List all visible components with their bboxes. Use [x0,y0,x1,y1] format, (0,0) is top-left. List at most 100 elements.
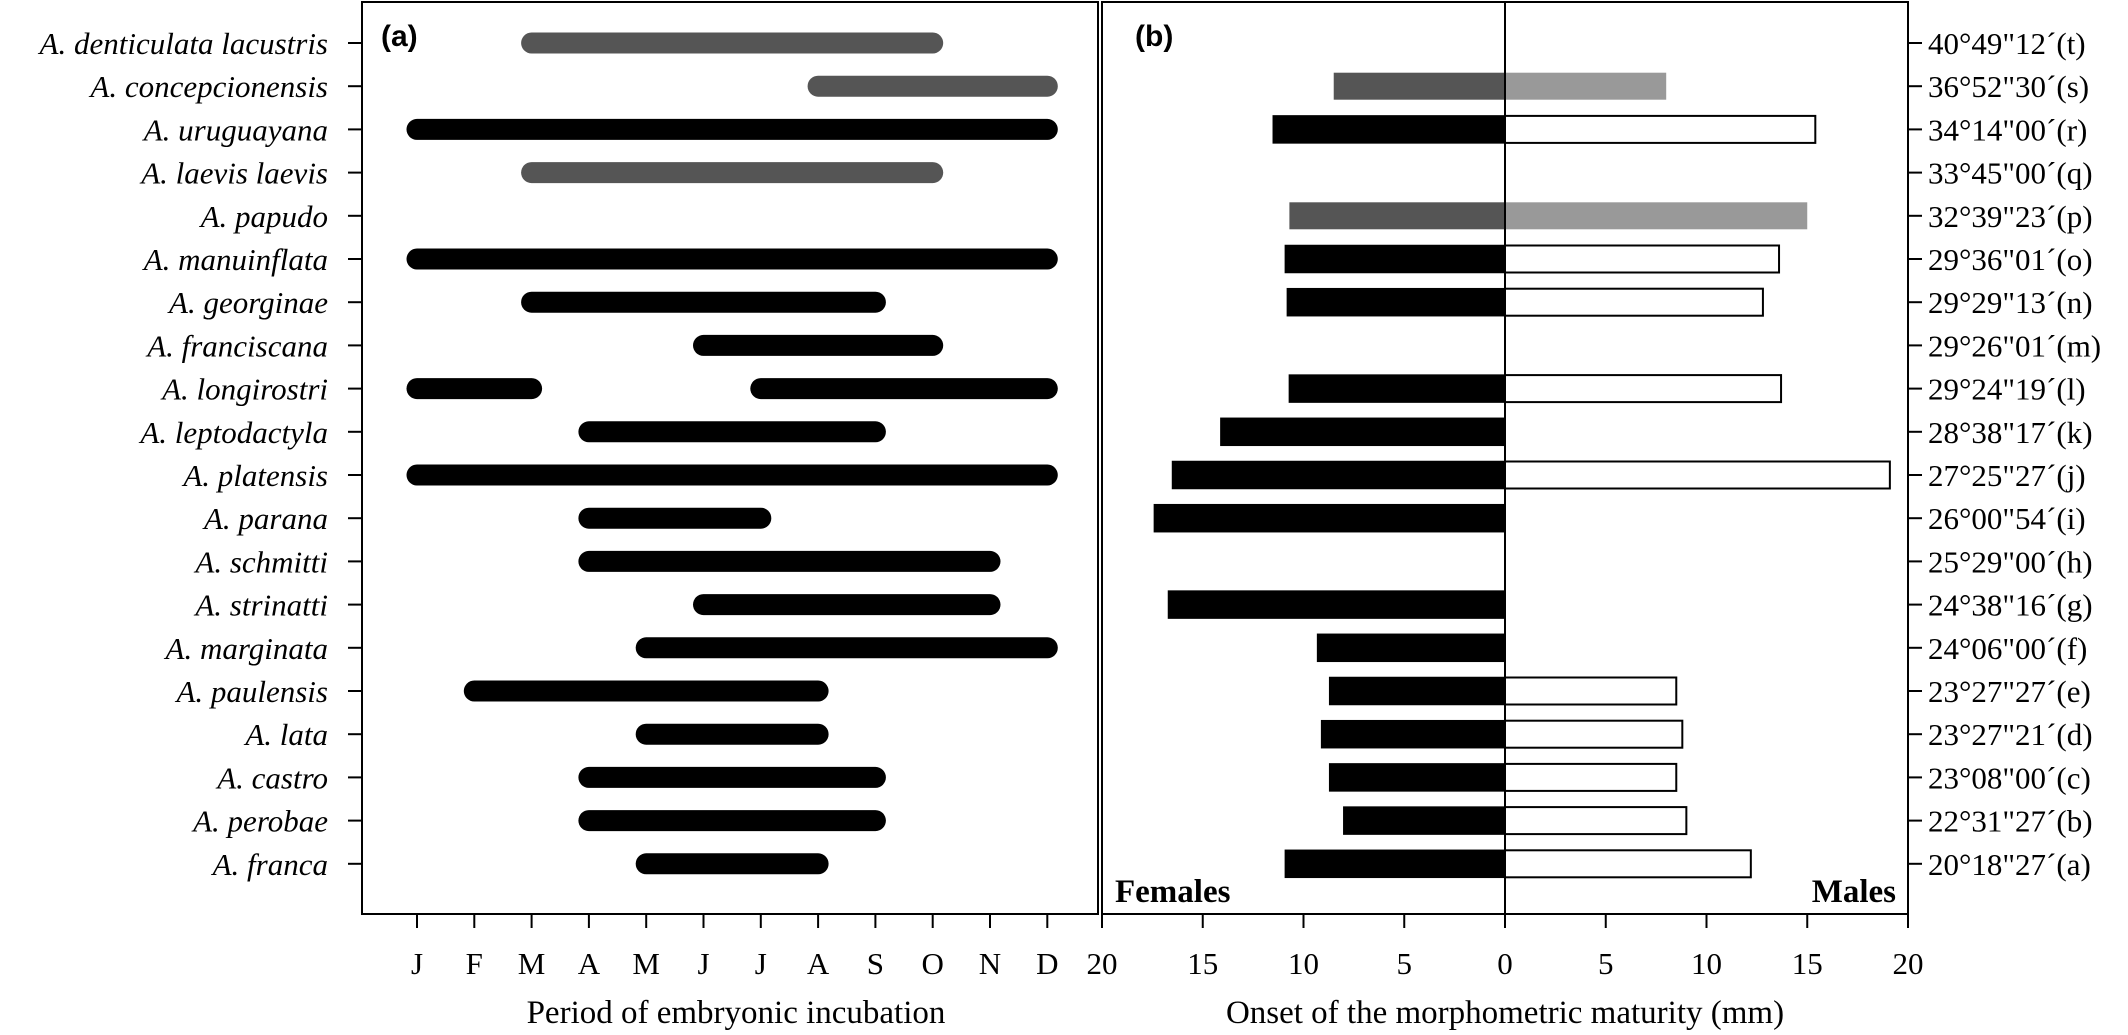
latitude-label: 26°00"54´(i) [1928,501,2086,536]
species-label: A. concepcionensis [88,69,328,104]
female-bar [1167,590,1506,619]
male-bar [1504,287,1764,317]
female-bar [1272,115,1506,144]
month-tick-label: S [867,946,884,981]
latitude-label: 33°45"00´(q) [1928,156,2093,191]
x-tick-label: 5 [1598,946,1614,981]
latitude-label: 29°29"13´(n) [1928,285,2093,320]
latitude-label: 32°39"23´(p) [1928,199,2093,234]
panel-b-x-ticks: 20 15 10 5 0 5 10 15 20 [1087,914,1924,981]
species-label: A. laevis laevis [139,156,328,191]
latitude-label: 20°18"27´(a) [1928,847,2091,882]
latitude-label: 24°06"00´(f) [1928,631,2087,666]
species-label: A. franca [211,847,328,882]
latitude-label: 40°49"12´(t) [1928,26,2086,61]
female-bar [1284,244,1506,274]
latitude-label: 24°38"16´(g) [1928,588,2093,623]
latitude-label: 22°31"27´(b) [1928,804,2093,839]
species-label: A. paulensis [174,674,328,709]
month-tick-label: N [979,946,1001,981]
latitude-label: 29°26"01´(m) [1928,328,2101,363]
month-tick-label: A [807,946,830,981]
latitude-label: 29°36"01´(o) [1928,242,2093,277]
female-bar [1288,374,1506,403]
male-bar [1504,460,1891,490]
panel-a-frame [361,1,1099,915]
x-tick-label: 0 [1497,946,1513,981]
species-label: A. denticulata lacustris [38,26,328,61]
male-bar [1504,762,1678,792]
species-label: A. strinatti [193,588,328,623]
latitude-label: 28°38"17´(k) [1928,415,2093,450]
female-bar [1153,503,1506,533]
x-tick-label: 20 [1893,946,1924,981]
species-label: A. georginae [167,285,328,320]
male-bar [1504,114,1817,144]
month-tick-label: J [755,946,767,981]
latitude-label: 27°25"27´(j) [1928,458,2086,493]
species-label: A. longirostri [160,372,328,407]
month-tick-label: A [578,946,601,981]
female-bar [1333,72,1505,100]
month-tick-label: M [518,946,546,981]
x-tick-label: 15 [1187,946,1218,981]
females-label: Females [1115,874,1231,910]
species-label: A. franciscana [145,328,328,363]
species-label: A. schmitti [193,544,328,579]
female-bar [1328,763,1506,792]
female-bar [1316,633,1506,663]
latitude-label: 36°52"30´(s) [1928,69,2089,104]
x-tick-label: 15 [1792,946,1823,981]
latitude-label: 23°08"00´(c) [1928,760,2091,795]
latitude-label: 29°24"19´(l) [1928,372,2086,407]
male-bar [1505,72,1667,100]
species-label: A. uruguayana [142,112,328,147]
x-tick-label: 10 [1691,946,1722,981]
panel-a-species-labels: A. denticulata lacustris A. concepcionens… [38,26,362,882]
x-tick-label: 10 [1288,946,1319,981]
latitude-label: 23°27"21´(d) [1928,717,2093,752]
species-label: A. parana [202,501,328,536]
female-bar [1284,849,1506,879]
female-bar [1220,417,1506,447]
male-bar [1504,374,1783,404]
latitude-label: 25°29"00´(h) [1928,544,2093,579]
month-tick-label: F [466,946,483,981]
x-tick-label: 20 [1087,946,1118,981]
species-label: A. platensis [181,458,328,493]
x-tick-label: 5 [1397,946,1413,981]
male-bar [1504,719,1684,749]
males-label: Males [1812,874,1896,910]
female-bar [1343,806,1506,835]
species-label: A. marginata [164,631,328,666]
species-label: A. leptodactyla [138,415,328,450]
month-tick-label: O [922,946,944,981]
month-tick-label: J [697,946,709,981]
panel-a-label: (a) [381,20,418,53]
latitude-label: 23°27"27´(e) [1928,674,2091,709]
month-tick-label: J [411,946,423,981]
species-label: A. lata [243,717,328,752]
female-bar [1289,202,1505,230]
male-bar [1504,244,1781,274]
male-bar [1504,676,1678,706]
female-bar [1171,460,1506,490]
female-bar [1320,719,1506,749]
month-tick-label: M [632,946,660,981]
month-tick-label: D [1036,946,1058,981]
panel-b-x-axis-title: Onset of the morphometric maturity (mm) [1226,995,1784,1031]
panel-a-x-axis-title: Period of embryonic incubation [527,995,946,1031]
panel-b-label: (b) [1135,20,1173,53]
female-bar [1328,676,1506,706]
male-bar [1505,202,1808,230]
species-label: A. castro [215,760,328,795]
male-bar [1504,849,1752,879]
species-label: A. papudo [199,199,328,234]
male-bar [1504,806,1688,836]
panel-a-bars [406,32,1058,875]
female-bar [1286,287,1506,317]
panel-b-latitude-labels: 40°49"12´(t) 36°52"30´(s) 34°14"00´(r) 33°4… [1908,26,2101,882]
species-label: A. manuinflata [142,242,328,277]
